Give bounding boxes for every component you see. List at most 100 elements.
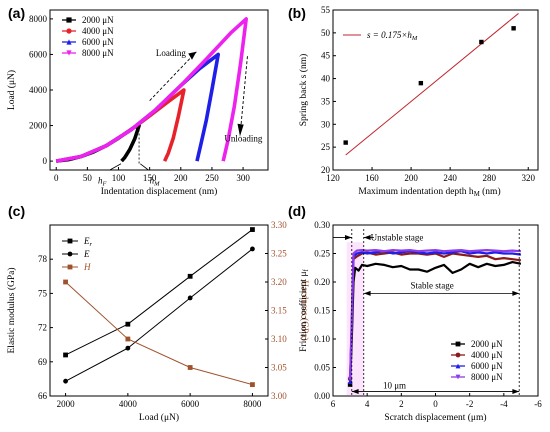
series-line [65,248,253,382]
x-tick-label: 4000 [119,399,138,409]
x-tick-label: 150 [143,173,157,183]
x-tick-label: 6 [331,399,336,409]
y2-tick-label: 3.25 [271,249,287,259]
y-axis-label: Spring back s (nm) [298,54,309,127]
legend-marker [66,50,72,56]
series-line [349,250,522,382]
panel-d: (d) 6 4 2 0 -2 -4 -6 0.00 0.05 0.10 0.15 0.20 0.25 0.3… [288,203,542,423]
y-axis-label: Load (μN) [6,70,17,110]
series-8000-un [55,17,248,163]
panel-b: (b) 120 160 200 240 280 320 20 25 30 35 40 45 50 55 Max… [288,5,539,198]
y-tick-label: 75 [38,288,48,298]
y-tick-label: 2000 [29,121,48,131]
legend-label: 6000 μN [471,361,503,371]
panel-label: (d) [288,203,306,219]
y2-tick-label: 3.05 [271,363,287,373]
y-tick-label: 25 [321,142,331,152]
axes-frame [49,224,269,397]
data-point [511,26,516,31]
data-point [125,321,131,327]
y2-tick-label: 3.15 [271,306,287,316]
hf-arrow [109,163,122,171]
data-point [347,382,353,387]
data-point [347,379,353,384]
data-point [63,352,68,358]
x-tick-label: 240 [443,173,457,183]
y-tick-label: 35 [321,96,331,106]
y2-tick-label: 3.30 [271,220,287,230]
legend-label: Er [83,236,93,248]
data-point [125,345,131,351]
data-point [63,378,68,384]
panel-label: (c) [8,203,25,219]
data-point [347,376,353,382]
y-tick-label: 55 [321,5,331,15]
y-axis-label: Elastic modulus (GPa) [6,267,17,353]
hm-label: hM [150,175,161,187]
legend-marker [66,17,72,23]
x-tick-label: -4 [500,399,508,409]
legend-marker [455,341,461,347]
x-tick-label: 320 [521,173,535,183]
x-tick-label: 120 [326,173,340,183]
y-tick-label: 8000 [29,14,48,24]
legend-marker [66,39,72,45]
y-tick-label: 0 [43,156,48,166]
legend-marker [455,352,461,358]
x-tick-label: 2 [399,399,404,409]
x-tick-label: 280 [482,173,496,183]
y-tick-label: 40 [321,74,331,84]
unloading-arrowhead [237,123,244,137]
y-tick-label: 0.05 [314,363,330,373]
legend-marker [455,374,461,380]
data-point [418,80,424,86]
y-tick-label: 30 [321,119,331,129]
x-tick-label: 200 [404,173,418,183]
series-line [349,249,521,379]
legend-label: 2000 μN [471,339,503,349]
series-line [65,281,253,386]
y-tick-label: 72 [38,323,47,333]
legend-label: H [83,262,91,272]
data-point [187,273,193,279]
x-tick-label: 160 [365,173,379,183]
y2-tick-label: 3.20 [271,277,287,287]
x-tick-label: 2000 [57,399,76,409]
y-tick-label: 66 [38,391,48,401]
x-tick-label: 100 [112,173,126,183]
fit-label: s = 0.175×hM [367,30,418,42]
legend-label: 4000 μN [471,350,503,360]
series-line [55,17,248,163]
legend-marker [67,238,73,244]
length-arrowhead-right [512,388,520,394]
y-tick-label: 4000 [29,85,48,95]
y-tick-label: 6000 [29,49,48,59]
data-point [63,279,68,285]
y-tick-label: 20 [321,165,331,175]
y-axis-label: Friction coefficient μf [298,268,310,351]
legend-marker [66,28,72,34]
y2-axis-label: Hardness (GPa) [299,280,310,340]
x-tick-label: 6000 [181,399,200,409]
legend-label: 2000 μN [82,15,114,25]
y-tick-label: 0.10 [314,334,330,344]
x-tick-label: 0 [433,399,438,409]
loading-arrowhead [188,51,197,60]
y-tick-label: 0.15 [314,306,330,316]
panel-a: (a) 0 50 100 150 200 250 300 0 2000 4000 6000 8000 In… [6,5,269,197]
unstable-arrowhead-right [363,235,371,241]
y-tick-label: 0.00 [314,391,330,401]
x-tick-label: -2 [466,399,474,409]
data-point [479,39,484,45]
series-line [349,261,522,385]
stable-stage-label: Stable stage [410,280,453,290]
unloading-arrow-line [239,56,248,137]
data-point [187,295,193,301]
unloading-annotation: Unloading [224,134,262,144]
length-label: 10 μm [383,380,406,390]
data-point [250,382,255,387]
x-tick-label: 250 [205,173,219,183]
legend-label: 4000 μN [82,26,114,36]
series-line [65,229,253,356]
legend-marker [67,264,73,270]
